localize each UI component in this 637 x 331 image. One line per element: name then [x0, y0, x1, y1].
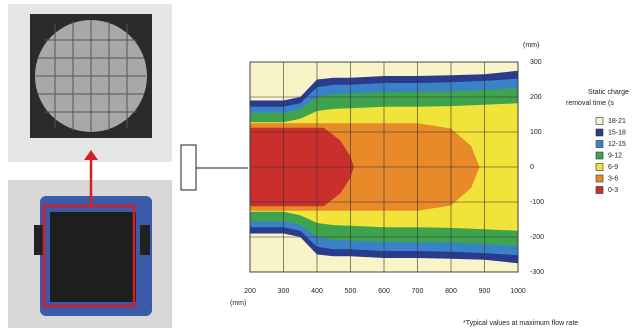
legend-label: 0-3 — [608, 187, 618, 194]
legend-label: 9-12 — [608, 152, 622, 159]
contour-plot — [249, 61, 519, 273]
legend-swatch — [595, 128, 604, 137]
legend-swatch — [595, 151, 604, 160]
x-tick-label: 200 — [244, 288, 256, 295]
y-tick-label: 300 — [530, 59, 542, 66]
y-tick-label: -100 — [530, 199, 544, 206]
legend-swatch — [595, 140, 604, 148]
ionizer-photo — [8, 180, 172, 328]
y-tick-label: -300 — [530, 269, 544, 276]
legend-swatch — [595, 186, 604, 194]
connector — [180, 144, 248, 191]
x-tick-label: 900 — [479, 288, 491, 295]
y-tick-label: -200 — [530, 234, 544, 241]
legend-swatch — [595, 163, 604, 171]
legend-title: Static charge — [588, 89, 629, 96]
legend-label: 12-15 — [608, 141, 626, 148]
x-tick-label: 300 — [278, 288, 290, 295]
y-unit: (mm) — [523, 42, 539, 49]
x-tick-label: 500 — [345, 288, 357, 295]
x-tick-label: 1000 — [510, 288, 526, 295]
footnote: *Typical values at maximum flow rate — [463, 320, 578, 327]
y-tick-label: 200 — [530, 94, 542, 101]
x-tick-label: 600 — [378, 288, 390, 295]
x-tick-label: 800 — [445, 288, 457, 295]
filter-photo — [8, 4, 172, 162]
y-tick-label: 0 — [530, 164, 534, 171]
legend-label: 6-9 — [608, 164, 618, 171]
legend-swatch — [595, 117, 604, 125]
legend-label: 18-21 — [608, 118, 626, 125]
legend-swatch — [595, 174, 604, 183]
x-tick-label: 400 — [311, 288, 323, 295]
x-tick-label: 700 — [412, 288, 424, 295]
legend-label: 15-18 — [608, 129, 626, 136]
arrow — [84, 150, 98, 206]
y-tick-label: 100 — [530, 129, 542, 136]
legend-title: removal time (s — [566, 100, 614, 107]
x-unit: (mm) — [230, 300, 246, 307]
legend-label: 3-6 — [608, 175, 618, 182]
plot-frame — [249, 61, 519, 273]
